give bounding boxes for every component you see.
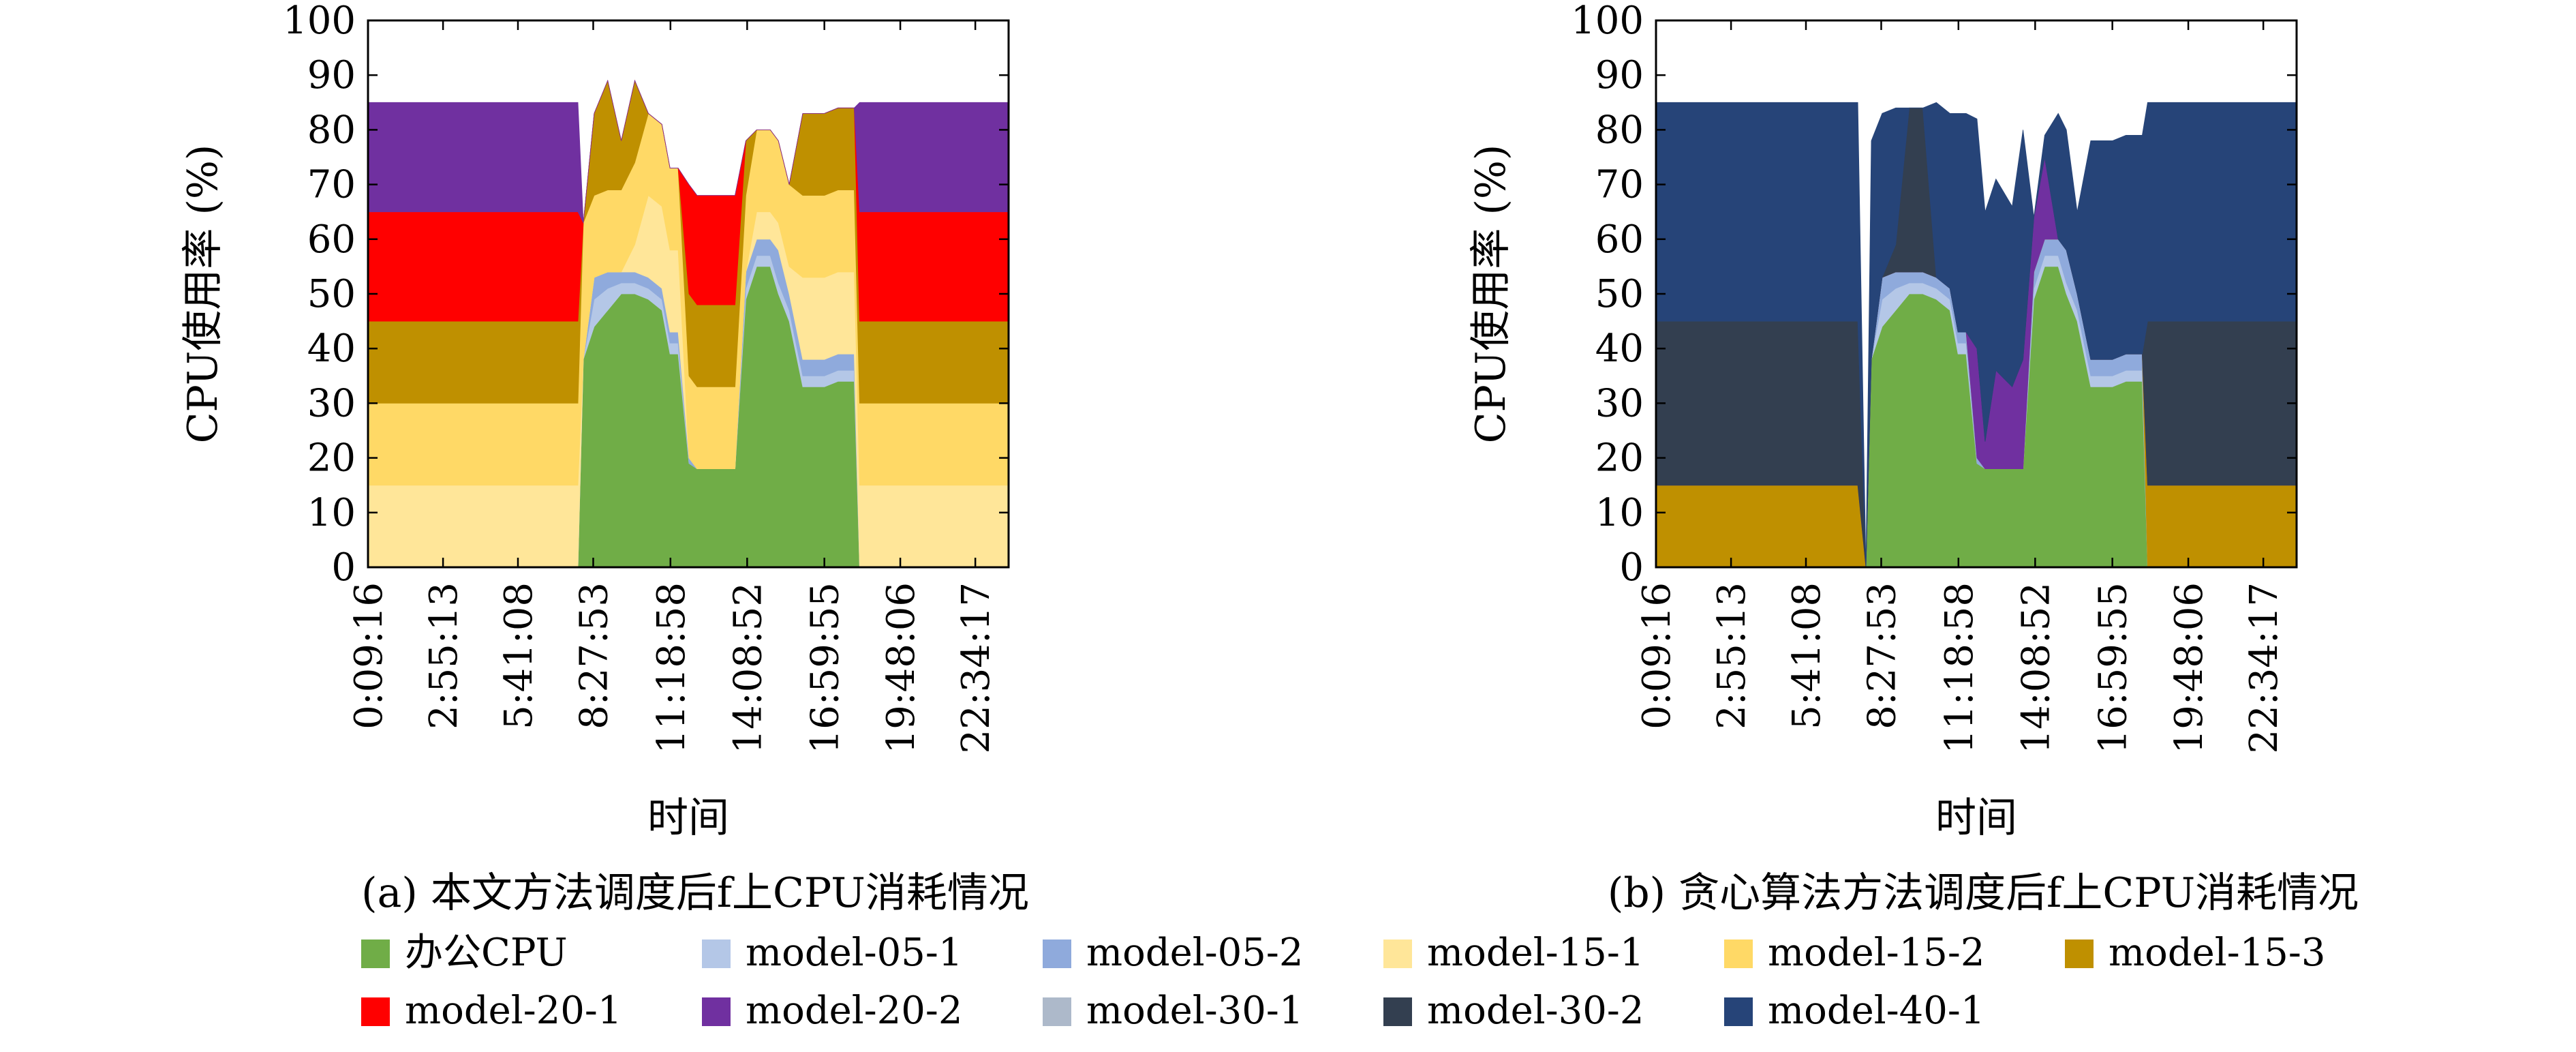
y-tick-label: 60 [307, 217, 356, 262]
x-tick-label: 11:18:58 [649, 582, 694, 754]
x-tick-label: 8:27:53 [572, 582, 616, 730]
legend-label: model-15-1 [1427, 931, 1644, 975]
legend: 办公CPU model-05-1 model-05-2 model-15-1 model… [361, 931, 2325, 1033]
legend-label: model-15-2 [1768, 931, 1984, 975]
area-series-group [368, 79, 1009, 567]
legend-swatch [1724, 940, 1753, 968]
y-tick-label: 90 [1595, 53, 1644, 97]
y-tick-label: 0 [331, 545, 356, 590]
legend-item: model-05-1 [702, 931, 962, 975]
x-tick-label: 22:34:17 [2242, 582, 2286, 754]
y-tick-label: 50 [307, 272, 356, 316]
chart-panel-b: 0 10 20 30 40 50 60 70 80 90 100 0:09:16 2:55:13 5:41… [1467, 0, 2359, 917]
x-tick-label: 5:41:08 [1785, 582, 1829, 730]
legend-item: model-05-2 [1043, 931, 1303, 975]
y-tick-label: 80 [1595, 108, 1644, 152]
y-tick-label: 80 [307, 108, 356, 152]
x-tick-label: 16:59:55 [803, 582, 848, 754]
area-series-model-20-2 [368, 79, 1009, 224]
x-axis-title: 时间 [1935, 794, 2017, 842]
x-tick-label: 11:18:58 [1937, 582, 1982, 754]
x-tick-label: 0:09:16 [347, 582, 391, 730]
y-tick-label: 20 [307, 436, 356, 481]
legend-item: model-30-2 [1383, 989, 1644, 1033]
legend-item: model-40-1 [1724, 989, 1984, 1033]
legend-label: 办公CPU [405, 931, 568, 975]
legend-label: model-15-3 [2109, 931, 2325, 975]
y-tick-label: 100 [283, 0, 356, 43]
legend-label: model-40-1 [1768, 989, 1984, 1033]
legend-item: model-15-2 [1724, 931, 1984, 975]
legend-swatch [702, 940, 731, 968]
legend-swatch [2065, 940, 2094, 968]
y-tick-label: 70 [1595, 163, 1644, 207]
y-tick-label: 70 [307, 163, 356, 207]
y-tick-label: 50 [1595, 272, 1644, 316]
x-tick-label: 14:08:52 [726, 582, 770, 754]
legend-item: model-15-3 [2065, 931, 2325, 975]
y-axis-title: CPU使用率 (%) [179, 145, 227, 444]
legend-swatch [702, 997, 731, 1026]
y-tick-label: 90 [307, 53, 356, 97]
legend-swatch [1724, 997, 1753, 1026]
x-tick-label: 19:48:06 [879, 582, 923, 754]
legend-item: model-20-1 [361, 989, 622, 1033]
y-tick-label: 30 [307, 381, 356, 425]
chart-panel-a: 0 10 20 30 40 50 60 70 80 90 100 0:09:16 2:55:13 5:41… [179, 0, 1029, 917]
legend-item: model-15-1 [1383, 931, 1644, 975]
x-tick-label: 0:09:16 [1635, 582, 1679, 730]
y-tick-label: 60 [1595, 217, 1644, 262]
chart-caption: (b) 贪心算法方法调度后f上CPU消耗情况 [1608, 869, 2359, 917]
legend-swatch [1383, 940, 1412, 968]
y-tick-label: 20 [1595, 436, 1644, 481]
y-tick-label: 0 [1619, 545, 1644, 590]
y-tick-label: 10 [307, 491, 356, 535]
x-axis-title: 时间 [647, 794, 729, 842]
legend-item: model-30-1 [1043, 989, 1303, 1033]
legend-swatch [361, 997, 390, 1026]
legend-label: model-05-1 [746, 931, 962, 975]
legend-label: model-05-2 [1086, 931, 1303, 975]
y-axis-title: CPU使用率 (%) [1467, 145, 1515, 444]
legend-swatch [361, 940, 390, 968]
x-tick-label: 22:34:17 [954, 582, 998, 754]
legend-item: 办公CPU [361, 931, 568, 975]
x-tick-label: 2:55:13 [422, 582, 466, 730]
x-tick-label: 19:48:06 [2167, 582, 2211, 754]
y-tick-label: 40 [307, 327, 356, 371]
y-tick-label: 10 [1595, 491, 1644, 535]
x-tick-label: 2:55:13 [1710, 582, 1754, 730]
x-tick-label: 14:08:52 [2014, 582, 2058, 754]
y-tick-label: 30 [1595, 381, 1644, 425]
y-tick-label: 40 [1595, 327, 1644, 371]
area-series-model-40-1 [1656, 102, 2297, 567]
legend-label: model-20-2 [746, 989, 962, 1033]
x-tick-label: 8:27:53 [1860, 582, 1904, 730]
x-tick-label: 5:41:08 [497, 582, 541, 730]
legend-label: model-20-1 [405, 989, 622, 1033]
x-tick-label: 16:59:55 [2091, 582, 2136, 754]
legend-label: model-30-1 [1086, 989, 1303, 1033]
chart-caption: (a) 本文方法调度后f上CPU消耗情况 [361, 869, 1029, 917]
legend-label: model-30-2 [1427, 989, 1644, 1033]
legend-swatch [1383, 997, 1412, 1026]
legend-swatch [1043, 940, 1071, 968]
y-tick-label: 100 [1571, 0, 1644, 43]
area-series-group [1656, 102, 2297, 567]
legend-swatch [1043, 997, 1071, 1026]
legend-item: model-20-2 [702, 989, 962, 1033]
